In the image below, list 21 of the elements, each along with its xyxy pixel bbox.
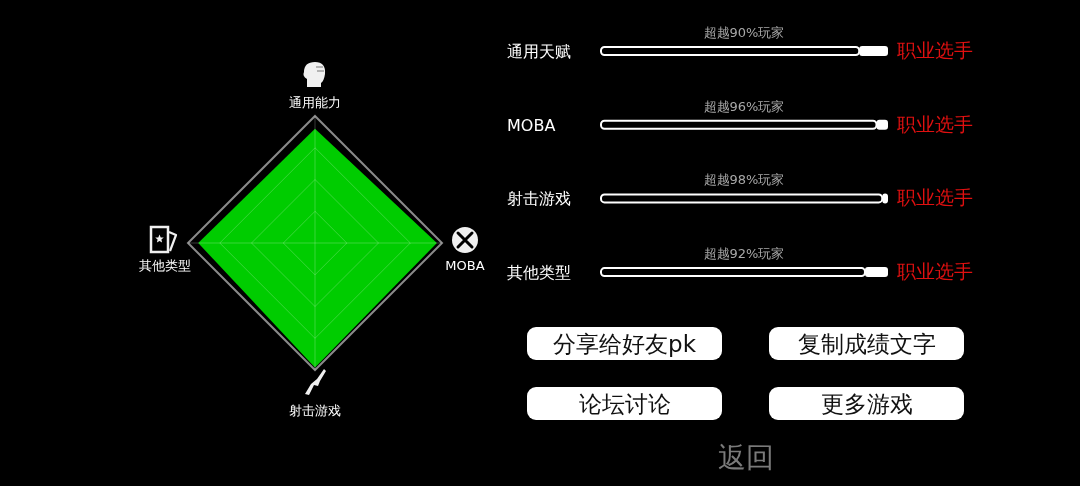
text: 返回 (718, 441, 774, 474)
y-tick-label: 其他类型 (507, 263, 571, 283)
y-tick-label: 射击游戏 (507, 189, 571, 209)
y-tick-label: MOBA (507, 115, 556, 135)
data-label: 超越92%玩家 (703, 246, 785, 262)
data-label: 超越90%玩家 (703, 25, 785, 40)
button: 更多游戏 (769, 387, 964, 420)
text: 职业选手 (897, 260, 973, 283)
button: 分享给好友pk (527, 327, 722, 360)
data-label: 超越96%玩家 (703, 98, 785, 114)
spoke-label: 其他类型 (139, 258, 191, 273)
text: 职业选手 (897, 112, 973, 135)
y-tick-label: 通用天赋 (507, 42, 571, 61)
button: 论坛讨论 (527, 387, 722, 420)
text: 职业选手 (897, 39, 973, 61)
button: 复制成绩文字 (769, 327, 964, 360)
spoke-label: 射击游戏 (289, 403, 341, 418)
data-label: 超越98%玩家 (703, 172, 785, 188)
spoke-label: 通用能力 (289, 95, 341, 110)
text: 职业选手 (897, 186, 973, 209)
spoke-label: MOBA (445, 258, 485, 273)
